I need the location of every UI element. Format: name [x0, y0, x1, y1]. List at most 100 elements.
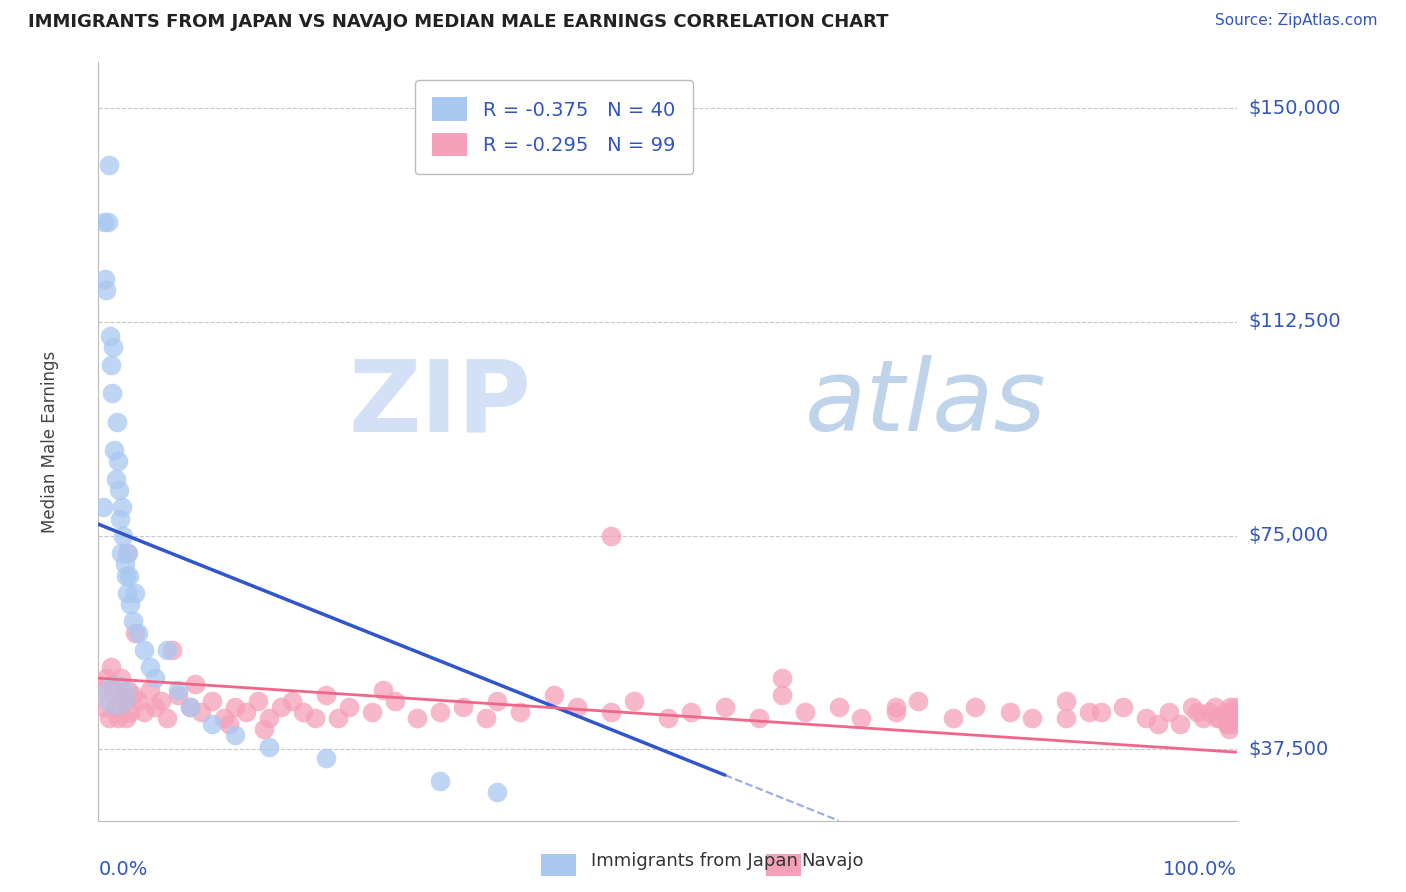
Point — [167, 682, 190, 697]
Point — [406, 711, 429, 725]
Point — [326, 711, 349, 725]
Point — [120, 706, 142, 720]
Point — [360, 706, 382, 720]
Point — [1146, 716, 1168, 731]
Point — [828, 699, 851, 714]
Point — [1181, 699, 1204, 714]
Point — [252, 723, 274, 737]
Point — [657, 711, 679, 725]
Point — [851, 711, 873, 725]
Point — [1056, 694, 1078, 708]
Point — [179, 699, 201, 714]
Point — [114, 557, 136, 571]
Point — [1198, 706, 1220, 720]
Point — [107, 711, 129, 725]
Point — [132, 706, 155, 720]
Point — [1192, 711, 1215, 725]
Point — [145, 671, 167, 685]
Point — [235, 706, 257, 720]
Point — [486, 694, 509, 708]
Point — [770, 688, 793, 702]
Point — [942, 711, 965, 725]
Point — [117, 546, 139, 560]
Point — [100, 659, 122, 673]
Point — [97, 711, 120, 725]
Point — [108, 688, 131, 702]
Point — [565, 699, 588, 714]
Text: 100.0%: 100.0% — [1163, 860, 1237, 879]
Point — [145, 699, 167, 714]
Text: ZIP: ZIP — [349, 355, 531, 452]
Point — [371, 682, 394, 697]
Point — [112, 528, 135, 542]
Point — [1218, 723, 1240, 737]
Point — [110, 546, 132, 560]
Text: Navajo: Navajo — [801, 852, 863, 870]
Point — [121, 688, 143, 702]
Point — [115, 585, 138, 599]
Point — [1223, 699, 1246, 714]
Point — [124, 585, 146, 599]
Point — [108, 483, 131, 497]
Point — [304, 711, 326, 725]
Point — [281, 694, 304, 708]
Point — [115, 546, 138, 560]
Text: $37,500: $37,500 — [1249, 739, 1329, 759]
Point — [111, 500, 134, 514]
Text: atlas: atlas — [804, 355, 1046, 452]
Point — [1021, 711, 1043, 725]
Point — [259, 739, 281, 754]
Point — [224, 699, 246, 714]
Point — [1112, 699, 1135, 714]
Point — [543, 688, 565, 702]
Point — [1056, 711, 1078, 725]
Point — [509, 706, 531, 720]
Point — [1215, 706, 1237, 720]
Point — [96, 284, 118, 298]
Text: $150,000: $150,000 — [1249, 98, 1341, 118]
Point — [748, 711, 770, 725]
Point — [218, 716, 240, 731]
Point — [623, 694, 645, 708]
Point — [384, 694, 406, 708]
Point — [117, 682, 139, 697]
Point — [259, 711, 281, 725]
Point — [1216, 716, 1239, 731]
Point — [127, 694, 149, 708]
Point — [1220, 711, 1243, 725]
Point — [93, 215, 115, 229]
Point — [110, 671, 132, 685]
Point — [1204, 699, 1226, 714]
Point — [184, 677, 207, 691]
Point — [162, 642, 184, 657]
Point — [138, 682, 160, 697]
Point — [190, 706, 212, 720]
Point — [114, 711, 136, 725]
Point — [246, 694, 269, 708]
Point — [600, 706, 623, 720]
Point — [150, 694, 173, 708]
Point — [998, 706, 1021, 720]
Point — [96, 671, 118, 685]
Text: $112,500: $112,500 — [1249, 312, 1341, 331]
Point — [107, 454, 129, 468]
Point — [156, 711, 179, 725]
Point — [103, 341, 125, 355]
Point — [103, 682, 125, 697]
Point — [101, 386, 124, 401]
Point — [201, 694, 224, 708]
Point — [270, 699, 292, 714]
Point — [112, 694, 135, 708]
Point — [1078, 706, 1101, 720]
Text: Source: ZipAtlas.com: Source: ZipAtlas.com — [1215, 13, 1378, 29]
Point — [156, 642, 179, 657]
Point — [224, 728, 246, 742]
Point — [96, 215, 118, 229]
Point — [474, 711, 496, 725]
Point — [138, 659, 160, 673]
Point — [108, 511, 131, 525]
Point — [105, 415, 128, 429]
Legend: R = -0.375   N = 40, R = -0.295   N = 99: R = -0.375 N = 40, R = -0.295 N = 99 — [415, 79, 693, 174]
Point — [793, 706, 815, 720]
Point — [127, 625, 149, 640]
